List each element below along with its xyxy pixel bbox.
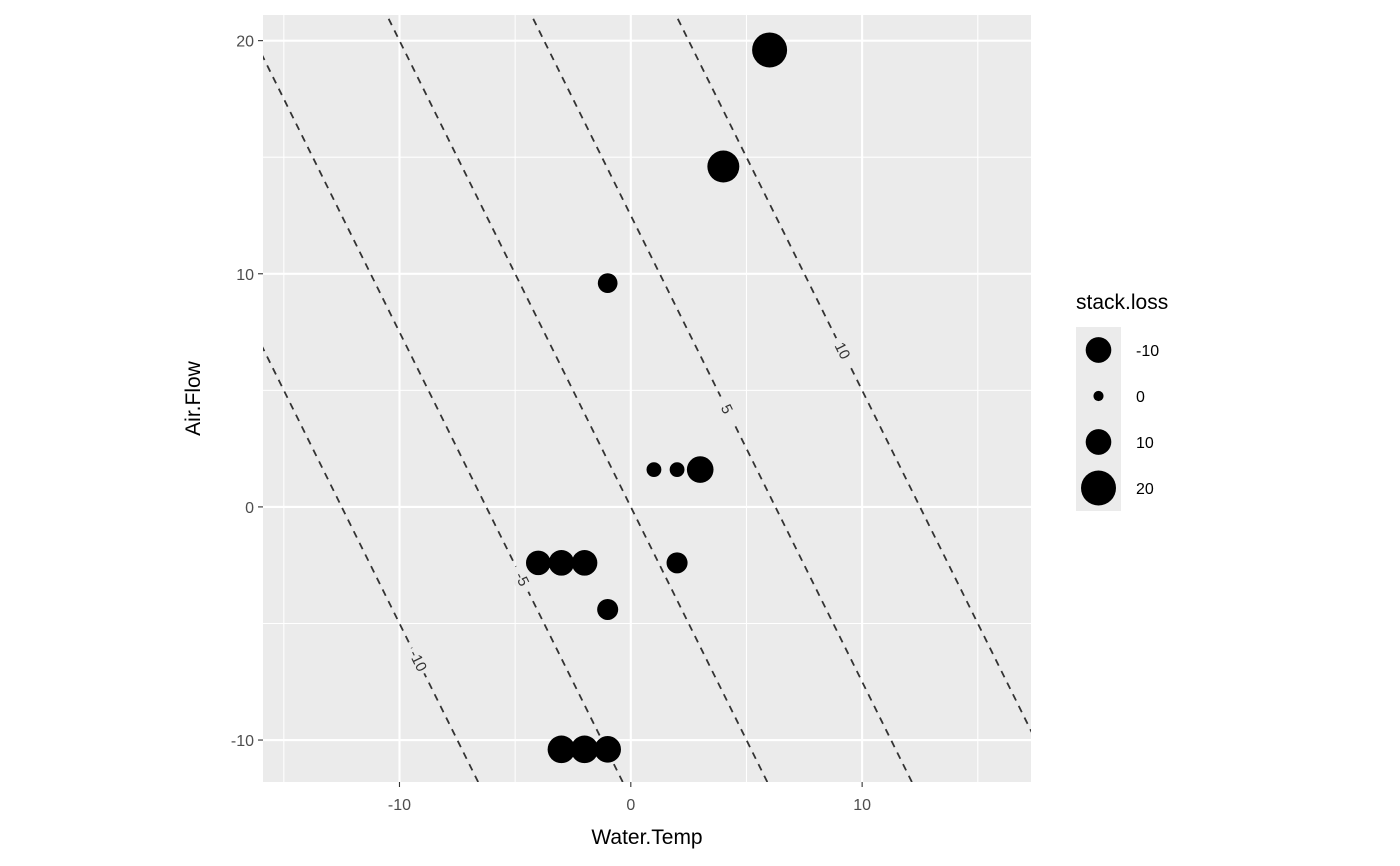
contour-line [385,15,769,782]
data-point [548,550,575,576]
y-tick-label: 10 [236,267,254,284]
legend: stack.loss -10 0 10 20 [1076,291,1168,511]
plot-panel [263,15,1031,782]
legend-label: 10 [1136,435,1154,452]
axes: -10 0 10 -10 0 10 20 [231,34,871,814]
legend-key-circle [1085,337,1112,363]
contour-label-group: 10 [828,334,857,368]
contour-label-background [712,392,742,426]
x-tick-label: 10 [853,797,871,814]
legend-key-circle [1081,470,1116,506]
y-tick-label: 0 [245,500,254,517]
data-point [597,273,618,293]
data-points [525,32,788,764]
contour-label: 10 [831,340,854,363]
x-tick-label: -10 [388,797,411,814]
data-point [669,462,685,478]
contour-line [530,15,913,782]
contour-label-background [403,644,433,678]
x-tick-label: 0 [626,797,635,814]
data-point [646,462,662,478]
legend-label: 20 [1136,481,1154,498]
legend-title: stack.loss [1076,291,1168,314]
data-point [686,456,714,483]
data-point [547,735,576,764]
legend-key-circle [1093,390,1104,402]
data-point [666,552,688,574]
contour-line [263,54,624,782]
x-axis-title: Water.Temp [591,826,702,849]
contour-line [674,15,1031,733]
data-point [597,598,619,621]
legend-label: 0 [1136,389,1145,406]
contour-label-background [507,562,537,596]
data-point [525,550,551,576]
contour-label-group: -5 [507,562,537,596]
legend-key-circle [1085,429,1112,455]
data-point [570,735,599,764]
data-point [594,736,621,763]
contour-label-background [828,334,857,368]
y-axis-title: Air.Flow [182,360,205,436]
legend-label: -10 [1136,343,1159,360]
y-tick-label: 20 [236,34,254,51]
contour-line [263,346,480,782]
y-tick-label: -10 [231,733,254,750]
data-point [707,150,740,183]
data-point [571,550,598,576]
legend-items: -10 0 10 20 [1081,337,1159,506]
grid-lines [263,15,1031,782]
contour-label-group: 5 [712,392,742,426]
data-point [752,32,788,68]
